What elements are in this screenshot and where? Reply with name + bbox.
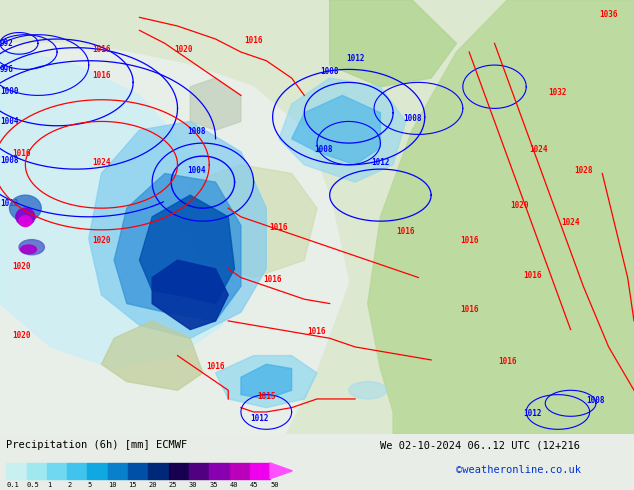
Text: 10: 10 — [108, 482, 116, 488]
Text: Precipitation (6h) [mm] ECMWF: Precipitation (6h) [mm] ECMWF — [6, 441, 188, 450]
Bar — [27, 463, 47, 479]
Text: 1012: 1012 — [371, 158, 390, 167]
Text: 1016: 1016 — [523, 270, 542, 279]
Text: 1016: 1016 — [269, 223, 288, 232]
Polygon shape — [368, 0, 634, 434]
Text: 45: 45 — [250, 482, 258, 488]
Text: 1015: 1015 — [257, 392, 276, 401]
Text: 1012: 1012 — [250, 414, 269, 423]
Bar — [87, 463, 108, 479]
Text: 1012: 1012 — [346, 54, 365, 63]
Text: 1016: 1016 — [460, 305, 479, 314]
Text: 1016: 1016 — [206, 362, 225, 370]
Text: 1008: 1008 — [403, 115, 422, 123]
Ellipse shape — [16, 208, 35, 225]
Text: 1012: 1012 — [523, 409, 542, 418]
Text: 1008: 1008 — [314, 145, 333, 154]
Ellipse shape — [10, 195, 41, 221]
Text: We 02-10-2024 06..12 UTC (12+216: We 02-10-2024 06..12 UTC (12+216 — [380, 441, 580, 450]
Bar — [47, 463, 67, 479]
Text: 1020: 1020 — [13, 331, 31, 340]
Text: 1016: 1016 — [263, 275, 282, 284]
Text: 996: 996 — [0, 65, 14, 74]
Polygon shape — [292, 96, 380, 165]
Ellipse shape — [19, 240, 44, 255]
Polygon shape — [0, 52, 241, 368]
Polygon shape — [178, 165, 317, 277]
Text: 1016: 1016 — [460, 236, 479, 245]
Polygon shape — [101, 321, 203, 390]
Text: 1024: 1024 — [92, 158, 111, 167]
Text: 1016: 1016 — [244, 36, 263, 46]
Text: 1000: 1000 — [0, 87, 18, 96]
Text: 40: 40 — [230, 482, 238, 488]
Ellipse shape — [19, 216, 32, 226]
Bar — [67, 463, 87, 479]
Bar — [108, 463, 128, 479]
Bar — [250, 463, 270, 479]
Text: 1028: 1028 — [574, 167, 593, 175]
Text: 1004: 1004 — [187, 167, 206, 175]
Bar — [148, 463, 169, 479]
Text: 1020: 1020 — [174, 45, 193, 54]
Text: 1012: 1012 — [0, 199, 18, 208]
Bar — [128, 463, 148, 479]
Polygon shape — [216, 356, 317, 408]
Polygon shape — [190, 78, 241, 130]
Text: 5: 5 — [87, 482, 92, 488]
Text: 1: 1 — [47, 482, 51, 488]
Bar — [209, 463, 230, 479]
Polygon shape — [0, 44, 349, 434]
Polygon shape — [114, 173, 241, 321]
Ellipse shape — [349, 382, 387, 399]
Bar — [230, 463, 250, 479]
Ellipse shape — [20, 245, 36, 254]
Text: 1004: 1004 — [0, 117, 18, 126]
Text: 1020: 1020 — [13, 262, 31, 271]
Text: ©weatheronline.co.uk: ©weatheronline.co.uk — [456, 465, 581, 475]
Text: 1008: 1008 — [320, 67, 339, 76]
Bar — [6, 463, 27, 479]
Polygon shape — [279, 78, 406, 182]
Text: 35: 35 — [209, 482, 217, 488]
Text: 25: 25 — [169, 482, 177, 488]
Text: 1032: 1032 — [548, 88, 567, 98]
Text: 20: 20 — [148, 482, 157, 488]
Text: 1016: 1016 — [307, 327, 327, 336]
Polygon shape — [89, 122, 266, 338]
Text: 0.5: 0.5 — [27, 482, 39, 488]
Text: 15: 15 — [128, 482, 136, 488]
Polygon shape — [139, 195, 235, 304]
Bar — [189, 463, 209, 479]
Text: 1016: 1016 — [92, 71, 111, 80]
Text: 1036: 1036 — [599, 10, 618, 19]
Text: 1016: 1016 — [13, 149, 31, 158]
Polygon shape — [152, 260, 228, 330]
Bar — [169, 463, 189, 479]
Text: 1024: 1024 — [561, 219, 580, 227]
Text: 992: 992 — [0, 39, 14, 48]
Text: 1016: 1016 — [498, 357, 517, 366]
Polygon shape — [330, 0, 456, 87]
Text: 1016: 1016 — [92, 45, 111, 54]
Text: 30: 30 — [189, 482, 197, 488]
Text: 1024: 1024 — [529, 145, 548, 154]
Polygon shape — [241, 364, 292, 399]
Text: 1008: 1008 — [187, 127, 206, 136]
Text: 1008: 1008 — [0, 156, 18, 165]
Text: 0.1: 0.1 — [6, 482, 19, 488]
Text: 1020: 1020 — [510, 201, 529, 210]
Text: 1008: 1008 — [586, 396, 605, 405]
Text: 1020: 1020 — [92, 236, 111, 245]
Text: 50: 50 — [270, 482, 278, 488]
Polygon shape — [270, 463, 292, 479]
Text: 1016: 1016 — [396, 227, 415, 236]
Text: 2: 2 — [67, 482, 72, 488]
